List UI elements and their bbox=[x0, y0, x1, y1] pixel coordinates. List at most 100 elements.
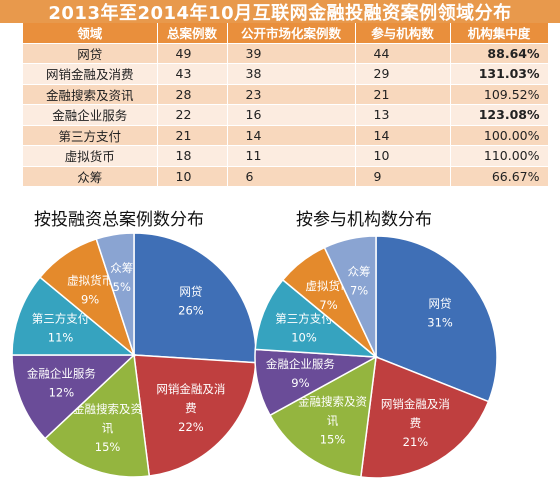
slice-category-label: 金融搜索及资 bbox=[73, 402, 142, 416]
slice-category-label: 讯 bbox=[102, 421, 114, 435]
table-row: 网销金融及消费 43 38 29 131.03% bbox=[23, 63, 549, 85]
slice-value-label: 9% bbox=[291, 376, 309, 390]
table-cell: 43 bbox=[157, 63, 228, 85]
pie-slice bbox=[11, 354, 136, 440]
table-cell: 9 bbox=[355, 166, 451, 187]
table-row: 众筹 10 6 9 66.67% bbox=[23, 166, 549, 187]
table-cell: 虚拟货币 bbox=[23, 145, 158, 167]
slice-category-label: 费 bbox=[410, 416, 422, 430]
table-cell: 14 bbox=[355, 125, 451, 146]
slice-category-label: 网贷 bbox=[179, 285, 202, 299]
slice-value-label: 7% bbox=[319, 298, 337, 312]
table-cell: 38 bbox=[227, 63, 356, 85]
pie-slice bbox=[359, 355, 490, 479]
table-cell: 23 bbox=[227, 84, 356, 105]
table-cell: 100.00% bbox=[450, 125, 549, 146]
pie-slice bbox=[323, 235, 377, 358]
table-cell: 10 bbox=[157, 166, 228, 187]
slice-value-label: 11% bbox=[48, 331, 74, 345]
table-cell: 44 bbox=[355, 43, 451, 64]
table-cell: 21 bbox=[355, 84, 451, 105]
table-cell: 18 bbox=[157, 145, 228, 167]
pie-slice bbox=[11, 276, 137, 356]
table-cell: 131.03% bbox=[450, 63, 549, 85]
table-cell: 6 bbox=[227, 166, 356, 187]
slice-value-label: 7% bbox=[350, 283, 368, 297]
header-cell: 总案例数 bbox=[157, 23, 228, 44]
slice-value-label: 9% bbox=[81, 292, 99, 306]
table-header-row: 领域 总案例数 公开市场化案例数 参与机构数 机构集中度 bbox=[23, 23, 549, 44]
slice-category-label: 金融搜索及资 bbox=[298, 395, 367, 409]
table-cell: 众筹 bbox=[23, 166, 158, 187]
pie-slice bbox=[95, 232, 135, 356]
table-row: 虚拟货币 18 11 10 110.00% bbox=[23, 145, 549, 167]
table-cell: 88.64% bbox=[450, 43, 549, 64]
header-cell: 参与机构数 bbox=[355, 23, 451, 44]
table-row: 金融搜索及资讯 28 23 21 109.52% bbox=[23, 84, 549, 105]
table-cell: 28 bbox=[157, 84, 228, 105]
table-row: 第三方支付 21 14 14 100.00% bbox=[23, 125, 549, 146]
slice-category-label: 众筹 bbox=[110, 261, 133, 275]
table-cell: 11 bbox=[227, 145, 356, 167]
slice-category-label: 第三方支付 bbox=[275, 311, 333, 325]
slice-value-label: 26% bbox=[178, 304, 204, 318]
table-cell: 123.08% bbox=[450, 104, 549, 126]
figure-title: 2013年至2014年10月互联网金融投融资案例领域分布 bbox=[0, 0, 560, 24]
table-cell: 66.67% bbox=[450, 166, 549, 187]
table-row: 网贷 49 39 44 88.64% bbox=[23, 43, 549, 64]
slice-value-label: 10% bbox=[291, 330, 317, 344]
table-cell: 金融搜索及资讯 bbox=[23, 84, 158, 105]
slice-value-label: 12% bbox=[49, 386, 75, 400]
slice-value-label: 15% bbox=[320, 433, 346, 447]
slice-category-label: 虚拟货币 bbox=[67, 273, 113, 287]
slice-value-label: 21% bbox=[403, 435, 429, 449]
table-row: 金融企业服务 22 16 13 123.08% bbox=[23, 104, 549, 126]
table-cell: 13 bbox=[355, 104, 451, 126]
table-cell: 110.00% bbox=[450, 145, 549, 167]
pie-slice bbox=[254, 278, 379, 358]
slice-value-label: 22% bbox=[178, 420, 204, 434]
table-cell: 网销金融及消费 bbox=[23, 63, 158, 85]
pie-slice bbox=[268, 355, 377, 478]
slice-category-label: 第三方支付 bbox=[32, 312, 90, 326]
slice-category-label: 金融企业服务 bbox=[266, 357, 335, 371]
slice-category-label: 费 bbox=[185, 401, 197, 415]
data-table: 领域 总案例数 公开市场化案例数 参与机构数 机构集中度 网贷 49 39 44 88.… bbox=[23, 23, 549, 187]
slice-category-label: 网销金融及消 bbox=[156, 382, 225, 396]
pie-chart: 网贷 26% 网销金融及消费 22% 金融搜索及资讯 15% 金融企业服务 12% 第三方支付 1… bbox=[11, 232, 257, 478]
table-cell: 22 bbox=[157, 104, 228, 126]
slice-category-label: 金融企业服务 bbox=[27, 367, 96, 381]
header-cell: 机构集中度 bbox=[450, 23, 549, 44]
table-cell: 金融企业服务 bbox=[23, 104, 158, 126]
pie-chart-title: 按投融资总案例数分布 bbox=[34, 210, 204, 230]
pie-slice bbox=[44, 353, 151, 478]
table-cell: 14 bbox=[227, 125, 356, 146]
table-cell: 29 bbox=[355, 63, 451, 85]
slice-value-label: 15% bbox=[95, 440, 121, 454]
pie-slice bbox=[375, 235, 498, 403]
table-cell: 16 bbox=[227, 104, 356, 126]
pie-chart-title: 按参与机构数分布 bbox=[296, 210, 432, 230]
slice-category-label: 网贷 bbox=[429, 296, 452, 310]
table-cell: 10 bbox=[355, 145, 451, 167]
table-cell: 39 bbox=[227, 43, 356, 64]
slice-value-label: 31% bbox=[427, 315, 453, 329]
table-cell: 第三方支付 bbox=[23, 125, 158, 146]
slice-value-label: 5% bbox=[113, 280, 131, 294]
header-cell: 公开市场化案例数 bbox=[227, 23, 356, 44]
slice-category-label: 众筹 bbox=[348, 264, 371, 278]
pie-slice bbox=[133, 232, 257, 364]
slice-category-label: 网销金融及消 bbox=[381, 397, 450, 411]
slice-category-label: 讯 bbox=[327, 414, 339, 428]
table-cell: 109.52% bbox=[450, 84, 549, 105]
pie-slice bbox=[133, 354, 257, 477]
pie-titles: 按投融资总案例数分布 按参与机构数分布 bbox=[0, 205, 560, 233]
header-cell: 领域 bbox=[23, 23, 158, 44]
table-cell: 21 bbox=[157, 125, 228, 146]
pie-chart: 网贷 31% 网销金融及消费 21% 金融搜索及资讯 15% 金融企业服务 9% 第三方支付 10… bbox=[254, 235, 498, 479]
table-cell: 网贷 bbox=[23, 43, 158, 64]
table-body: 网贷 49 39 44 88.64% 网销金融及消费 43 38 29 131.03% 金融搜索及资… bbox=[23, 43, 549, 187]
table-cell: 49 bbox=[157, 43, 228, 64]
